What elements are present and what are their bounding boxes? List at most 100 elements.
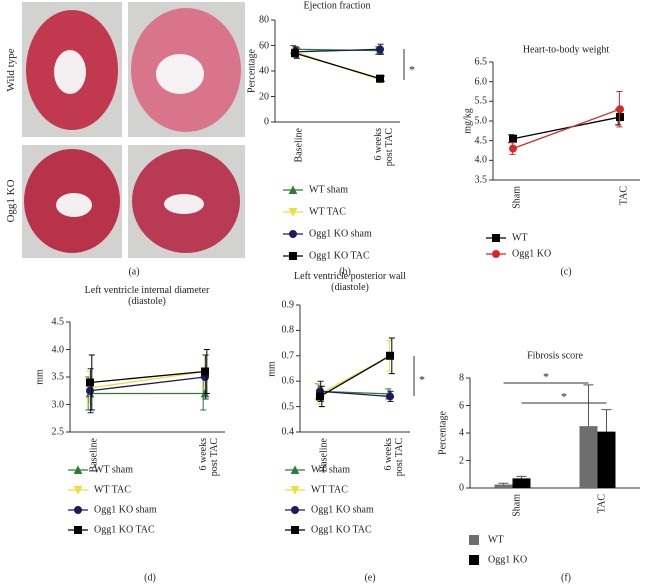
panel-label: (e) — [364, 572, 376, 584]
error-bar — [601, 409, 612, 432]
legend-label: Ogg1 KO — [512, 248, 552, 260]
x-tick-label: 6 weeks post TAC — [373, 128, 395, 167]
y-axis-label: Percentage — [437, 411, 449, 455]
y-tick-label: 40 — [259, 65, 269, 77]
series-line — [319, 390, 391, 398]
legend-label: WT sham — [94, 464, 133, 476]
annotation: * — [409, 62, 415, 77]
marker — [376, 45, 384, 54]
marker — [316, 392, 324, 401]
y-tick-label: 0.7 — [281, 350, 295, 362]
y-tick-label: 0.6 — [281, 375, 295, 387]
annotation: * — [561, 389, 567, 404]
marker — [86, 378, 94, 387]
y-axis-label: mm — [266, 360, 278, 377]
legend-label: WT sham — [309, 184, 348, 196]
marker — [290, 465, 300, 474]
y-tick-label: 3.5 — [51, 371, 65, 383]
y-tick-label: 4.0 — [474, 154, 488, 166]
marker — [386, 351, 394, 360]
legend-label: WT — [488, 534, 504, 546]
marker — [376, 74, 384, 83]
marker — [201, 367, 209, 376]
marker — [386, 392, 394, 401]
row-label: Wild type — [4, 48, 17, 92]
y-axis-label: mg/kg — [462, 108, 474, 134]
bar — [597, 431, 616, 488]
x-tick-label: Sham — [511, 186, 523, 209]
legend-label: Ogg1 KO — [488, 554, 528, 566]
cavity — [54, 50, 86, 94]
y-axis-label: Percentage — [246, 49, 258, 93]
x-tick-label: 6 weeks post TAC — [383, 438, 405, 477]
y-tick-label: 4.5 — [51, 316, 65, 328]
x-tick-label: Baseline — [88, 438, 100, 473]
marker — [492, 250, 500, 258]
error-bar — [498, 482, 509, 485]
annotation: * — [419, 372, 425, 387]
series-line — [294, 48, 381, 53]
bar — [579, 426, 598, 488]
error-bar — [516, 475, 527, 479]
legend-swatch — [469, 535, 479, 545]
panel-label: (c) — [560, 266, 572, 278]
y-tick-label: 4.0 — [51, 344, 65, 355]
histology-images — [22, 2, 245, 258]
y-tick-label: 0.4 — [281, 426, 295, 438]
legend-label: WT TAC — [309, 206, 346, 218]
y-tick-label: 2 — [459, 455, 464, 466]
y-tick-label: 80 — [259, 14, 269, 26]
y-tick-label: 6.0 — [474, 76, 488, 88]
legend-label: WT sham — [311, 464, 350, 476]
y-tick-label: 4.5 — [474, 135, 488, 147]
bar — [512, 478, 531, 488]
y-tick-label: 8 — [459, 372, 464, 384]
x-tick-label: Baseline — [318, 438, 330, 473]
annotation: * — [543, 369, 549, 384]
legend-label: Ogg1 KO TAC — [309, 250, 370, 262]
y-tick-label: 0 — [264, 116, 269, 128]
marker — [509, 134, 517, 143]
series-line — [294, 52, 381, 80]
y-tick-label: 3.5 — [474, 174, 488, 186]
marker — [616, 105, 624, 114]
y-axis-label: mm — [34, 369, 46, 385]
marker — [73, 486, 83, 495]
legend-label: Ogg1 KO TAC — [311, 524, 372, 536]
row-label: Ogg1 KO — [4, 179, 17, 223]
y-tick-label: 3.0 — [51, 399, 65, 410]
series-line — [319, 355, 391, 398]
chart-title: Ejection fraction — [303, 0, 371, 12]
marker — [509, 144, 517, 153]
marker — [73, 465, 83, 474]
y-tick-label: 5.5 — [474, 95, 488, 107]
legend-label: WT TAC — [94, 484, 131, 496]
marker — [86, 386, 94, 395]
series-line — [512, 116, 621, 140]
cavity — [164, 194, 204, 214]
marker — [290, 486, 300, 495]
marker — [74, 526, 82, 534]
chart-title: Left ventricle internal diameter (diasto… — [84, 285, 210, 307]
y-tick-label: 0 — [459, 482, 464, 494]
marker — [291, 506, 299, 514]
x-tick-label: TAC — [596, 494, 607, 514]
chart-title: Fibrosis score — [527, 350, 583, 362]
x-tick-label: TAC — [618, 186, 630, 206]
marker — [291, 49, 299, 58]
y-tick-label: 6 — [459, 400, 464, 411]
legend-label: Ogg1 KO sham — [311, 504, 374, 516]
series-line — [89, 376, 206, 392]
cavity — [156, 54, 204, 94]
series-line — [89, 370, 206, 389]
legend-label: Ogg1 KO sham — [94, 504, 157, 516]
legend-swatch — [469, 555, 479, 565]
error-bar — [583, 384, 594, 427]
legend-label: Ogg1 KO TAC — [94, 524, 155, 536]
y-tick-label: 4 — [459, 427, 464, 439]
chart-title: Heart-to-body weight — [522, 44, 610, 56]
y-tick-label: 5.0 — [474, 115, 488, 127]
panel-label: (b) — [339, 266, 351, 278]
y-tick-label: 2.5 — [51, 426, 65, 438]
